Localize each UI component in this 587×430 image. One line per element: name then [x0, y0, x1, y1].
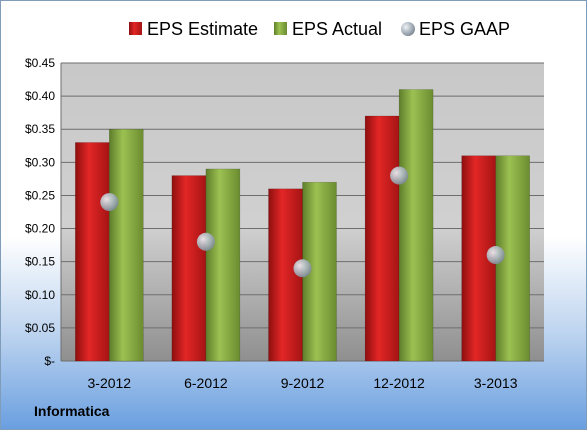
bar-eps-estimate — [364, 115, 400, 362]
legend-label: EPS Estimate — [147, 19, 258, 39]
legend-label: EPS GAAP — [419, 19, 510, 39]
legend-swatch — [274, 22, 287, 35]
x-tick-label: 12-2012 — [373, 375, 425, 391]
marker-eps-gaap — [293, 259, 312, 278]
bar-eps-actual — [205, 168, 241, 362]
y-tick-label: $0.20 — [25, 222, 55, 236]
legend-label: EPS Actual — [292, 19, 382, 39]
marker-eps-gaap — [486, 246, 505, 265]
bar-eps-estimate — [75, 142, 110, 362]
y-tick-label: $0.05 — [25, 321, 55, 335]
y-tick-label: $0.15 — [25, 255, 55, 269]
company-name: Informatica — [34, 403, 110, 419]
x-tick-label: 3-2012 — [88, 375, 132, 391]
marker-eps-gaap — [100, 193, 119, 212]
legend-swatch — [401, 22, 415, 36]
bar-eps-estimate — [171, 175, 207, 362]
y-tick-label: $0.40 — [25, 89, 55, 103]
x-tick-label: 9-2012 — [281, 375, 325, 391]
y-tick-label: $0.30 — [25, 155, 55, 169]
x-tick-label: 3-2013 — [474, 375, 518, 391]
y-tick-label: $0.25 — [25, 188, 55, 202]
x-tick-label: 6-2012 — [184, 375, 228, 391]
y-tick-label: $0.45 — [25, 56, 55, 70]
y-tick-label: $0.35 — [25, 122, 55, 136]
legend-swatch — [129, 22, 142, 35]
y-tick-label: $- — [44, 354, 55, 368]
marker-eps-gaap — [390, 166, 409, 185]
bar-eps-actual — [398, 89, 434, 362]
bar-eps-actual — [109, 128, 144, 362]
marker-eps-gaap — [196, 232, 215, 251]
y-tick-label: $0.10 — [25, 288, 55, 302]
